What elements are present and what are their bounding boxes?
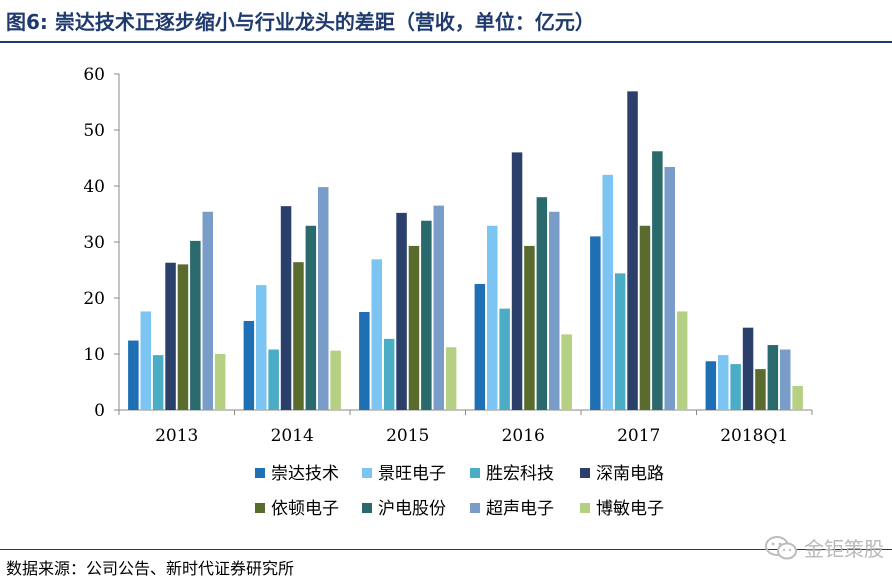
bar-7-2013 bbox=[202, 211, 213, 410]
bar-8-2015 bbox=[445, 347, 457, 410]
bar-5-2015 bbox=[408, 245, 420, 410]
wechat-icon bbox=[765, 535, 797, 559]
bar-7-2015 bbox=[433, 205, 444, 410]
legend-swatch bbox=[470, 503, 480, 513]
legend-swatch bbox=[580, 503, 590, 513]
y-tick-label: 0 bbox=[94, 401, 105, 421]
bar-8-2018Q1 bbox=[792, 385, 803, 410]
x-tick-label: 2017 bbox=[617, 426, 660, 446]
legend-swatch bbox=[255, 503, 265, 513]
bar-3-2013 bbox=[152, 355, 164, 410]
y-tick-label: 50 bbox=[83, 121, 105, 141]
bar-1-2015 bbox=[359, 312, 370, 410]
bar-4-2018Q1 bbox=[742, 327, 754, 410]
bar-6-2014 bbox=[305, 225, 317, 410]
bar-8-2016 bbox=[561, 334, 572, 410]
y-tick-label: 60 bbox=[83, 65, 105, 85]
bar-4-2013 bbox=[165, 262, 176, 410]
bar-6-2013 bbox=[190, 240, 201, 410]
x-tick-label: 2013 bbox=[155, 426, 198, 446]
source-note: 数据来源：公司公告、新时代证券研究所 bbox=[6, 559, 295, 578]
bar-8-2017 bbox=[676, 311, 688, 410]
bar-2-2018Q1 bbox=[718, 355, 729, 410]
bar-7-2014 bbox=[318, 187, 329, 410]
bar-1-2014 bbox=[243, 320, 255, 410]
x-tick-label: 2014 bbox=[271, 426, 314, 446]
bar-7-2017 bbox=[664, 166, 675, 410]
bar-4-2014 bbox=[280, 206, 292, 410]
x-tick-label: 2016 bbox=[502, 426, 545, 446]
legend-swatch bbox=[255, 468, 265, 478]
legend-swatch bbox=[362, 503, 372, 513]
bar-5-2013 bbox=[177, 264, 189, 410]
y-tick-label: 20 bbox=[83, 289, 105, 309]
y-tick-label: 30 bbox=[83, 233, 105, 253]
title-divider bbox=[0, 41, 892, 43]
legend-swatch bbox=[470, 468, 480, 478]
bar-2-2016 bbox=[487, 225, 498, 410]
bar-4-2017 bbox=[627, 91, 638, 411]
bar-6-2018Q1 bbox=[767, 345, 779, 410]
footer-divider bbox=[0, 549, 892, 550]
legend-label: 景旺电子 bbox=[378, 464, 446, 484]
bar-1-2013 bbox=[128, 340, 139, 410]
bar-2-2017 bbox=[602, 174, 613, 410]
legend-label: 崇达技术 bbox=[271, 464, 339, 484]
x-tick-label: 2015 bbox=[386, 426, 429, 446]
bar-8-2014 bbox=[330, 350, 341, 410]
bar-3-2015 bbox=[383, 338, 395, 410]
chart-title: 图6: 崇达技术正逐步缩小与行业龙头的差距（营收，单位：亿元） bbox=[6, 10, 595, 34]
legend-label: 依顿电子 bbox=[271, 499, 339, 519]
bar-1-2018Q1 bbox=[705, 361, 717, 410]
legend-label: 深南电路 bbox=[596, 464, 664, 484]
bar-1-2017 bbox=[590, 236, 601, 410]
chart-axes: 0 10 20 30 40 50 60 2013 2014 2015 2016 2017 2018Q1 bbox=[83, 65, 813, 446]
legend-label: 博敏电子 bbox=[596, 499, 664, 519]
bar-3-2018Q1 bbox=[730, 364, 741, 410]
bar-7-2016 bbox=[549, 211, 560, 410]
watermark: 金钜策股 bbox=[764, 533, 884, 562]
legend-swatch bbox=[580, 468, 590, 478]
bar-5-2017 bbox=[639, 225, 651, 410]
bar-6-2015 bbox=[421, 220, 432, 410]
bar-6-2016 bbox=[536, 197, 548, 410]
chart-bars bbox=[128, 91, 803, 411]
bar-2-2015 bbox=[371, 259, 382, 410]
bar-7-2018Q1 bbox=[780, 349, 791, 410]
bar-5-2016 bbox=[524, 245, 535, 410]
y-tick-label: 10 bbox=[83, 345, 105, 365]
bar-5-2018Q1 bbox=[755, 369, 766, 410]
legend-swatch bbox=[362, 468, 372, 478]
bar-4-2015 bbox=[396, 212, 407, 410]
bar-4-2016 bbox=[511, 152, 523, 410]
legend-label: 沪电股份 bbox=[378, 499, 446, 519]
bar-1-2016 bbox=[474, 284, 486, 410]
bar-8-2013 bbox=[214, 354, 226, 410]
bar-6-2017 bbox=[652, 151, 663, 410]
bar-2-2013 bbox=[140, 311, 151, 410]
bar-3-2014 bbox=[268, 349, 279, 410]
bar-2-2014 bbox=[256, 285, 267, 410]
y-tick-label: 40 bbox=[83, 177, 105, 197]
bar-5-2014 bbox=[293, 262, 304, 410]
watermark-text: 金钜策股 bbox=[804, 537, 884, 561]
bar-3-2016 bbox=[499, 308, 510, 410]
legend-label: 超声电子 bbox=[486, 499, 554, 519]
x-tick-label: 2018Q1 bbox=[720, 426, 788, 446]
bar-3-2017 bbox=[614, 273, 626, 410]
legend-label: 胜宏科技 bbox=[486, 464, 554, 484]
